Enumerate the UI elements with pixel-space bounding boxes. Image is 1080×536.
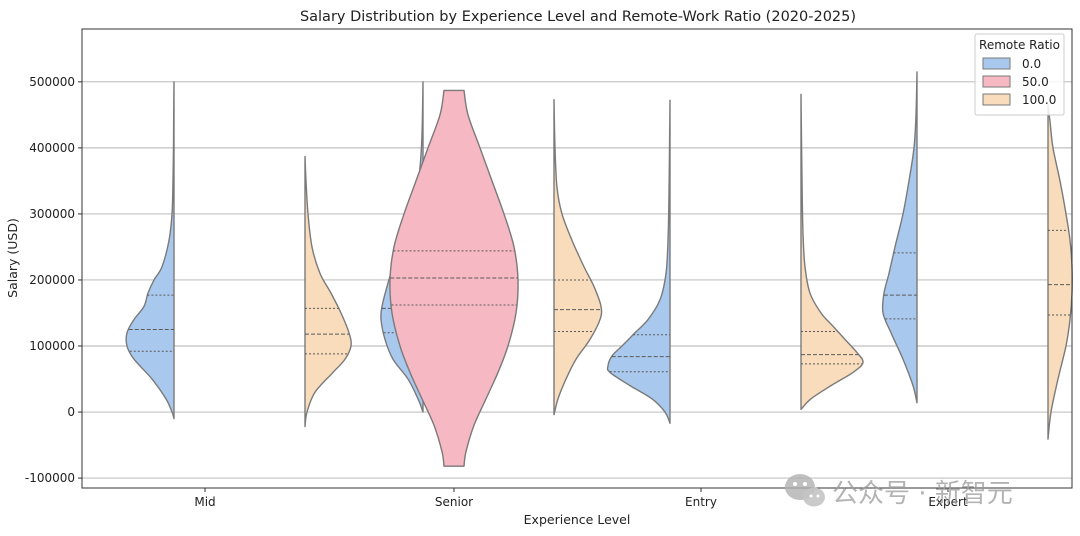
- legend-swatch: [982, 75, 1011, 88]
- y-axis-label: Salary (USD): [5, 218, 20, 298]
- y-tick-label: 400000: [29, 141, 75, 155]
- violin-senior-100_0: [553, 98, 603, 416]
- legend-label: 100.0: [1022, 93, 1056, 107]
- violins: [125, 71, 1073, 467]
- legend-item: 0.0: [982, 57, 1041, 71]
- x-tick-label: Entry: [685, 495, 717, 509]
- x-tick-label: Mid: [194, 495, 215, 509]
- y-tick-label: 500000: [29, 75, 75, 89]
- wechat-icon: [785, 474, 825, 507]
- y-tick-label: 300000: [29, 207, 75, 221]
- y-axis: -100000 0 100000 200000 300000 400000 500000: [25, 75, 82, 485]
- plot-frame: [81, 28, 1073, 489]
- legend-title: Remote Ratio: [979, 38, 1060, 52]
- x-axis-label: Experience Level: [524, 512, 631, 527]
- y-tick-label: 200000: [29, 273, 75, 287]
- violin-expert-0_0: [881, 71, 918, 404]
- x-tick-label: Expert: [928, 495, 968, 509]
- violin-mid-100_0: [304, 155, 352, 428]
- legend-swatch: [982, 93, 1011, 106]
- violin-senior-50_0: [389, 89, 519, 467]
- legend-label: 0.0: [1022, 57, 1041, 71]
- x-tick-label: Senior: [435, 495, 473, 509]
- legend-label: 50.0: [1022, 75, 1049, 89]
- legend-item: 100.0: [982, 93, 1056, 107]
- y-tick-label: 100000: [29, 339, 75, 353]
- violin-mid-0_0: [125, 81, 175, 420]
- y-tick-label: 0: [67, 405, 75, 419]
- violin-entry-100_0: [800, 93, 864, 411]
- violin-entry-0_0: [606, 99, 671, 424]
- y-tick-label: -100000: [25, 471, 75, 485]
- x-axis: Mid Senior Entry Expert: [194, 488, 968, 509]
- watermark-text: 公众号 · 新智元: [832, 479, 1013, 509]
- watermark: 公众号 · 新智元: [785, 474, 1013, 509]
- chart-title: Salary Distribution by Experience Level …: [300, 9, 856, 25]
- legend-item: 50.0: [982, 75, 1049, 89]
- legend: Remote Ratio 0.0 50.0 100.0: [974, 33, 1065, 116]
- legend-swatch: [982, 57, 1011, 70]
